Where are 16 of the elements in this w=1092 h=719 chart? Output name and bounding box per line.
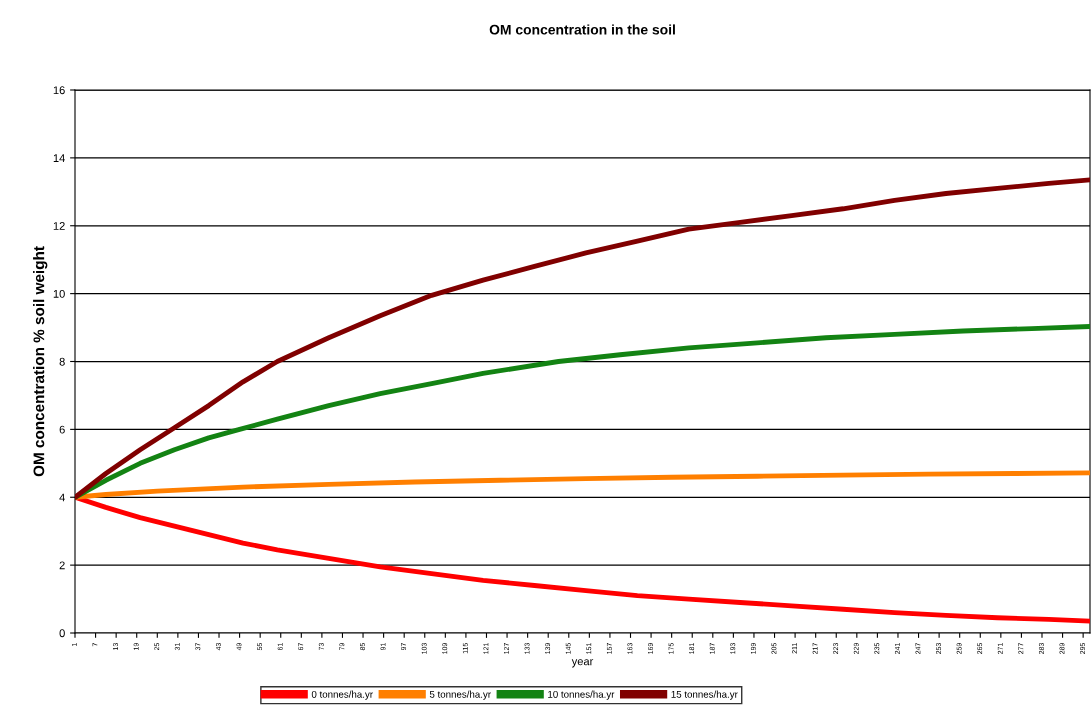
legend-label: 5 tonnes/ha.yr bbox=[429, 690, 491, 700]
y-tick-label: 4 bbox=[59, 493, 65, 502]
y-tick-label: 0 bbox=[59, 629, 65, 638]
y-tick-label: 10 bbox=[53, 289, 65, 298]
y-tick-label: 14 bbox=[53, 154, 65, 162]
legend-label: 10 tonnes/ha.yr bbox=[548, 690, 615, 700]
y-tick-label: 8 bbox=[59, 357, 65, 366]
y-tick-label: 2 bbox=[59, 561, 65, 570]
legend-label: 0 tonnes/ha.yr bbox=[311, 690, 373, 700]
legend-label: 15 tonnes/ha.yr bbox=[671, 690, 738, 700]
y-tick-label: 12 bbox=[53, 222, 65, 230]
chart-title: OM concentration in the soil bbox=[489, 24, 675, 35]
y-axis-title: OM concentration % soil weight bbox=[33, 246, 48, 477]
x-axis-title: year bbox=[571, 659, 594, 668]
y-tick-label: 16 bbox=[53, 86, 65, 95]
y-tick-label: 6 bbox=[59, 425, 65, 434]
